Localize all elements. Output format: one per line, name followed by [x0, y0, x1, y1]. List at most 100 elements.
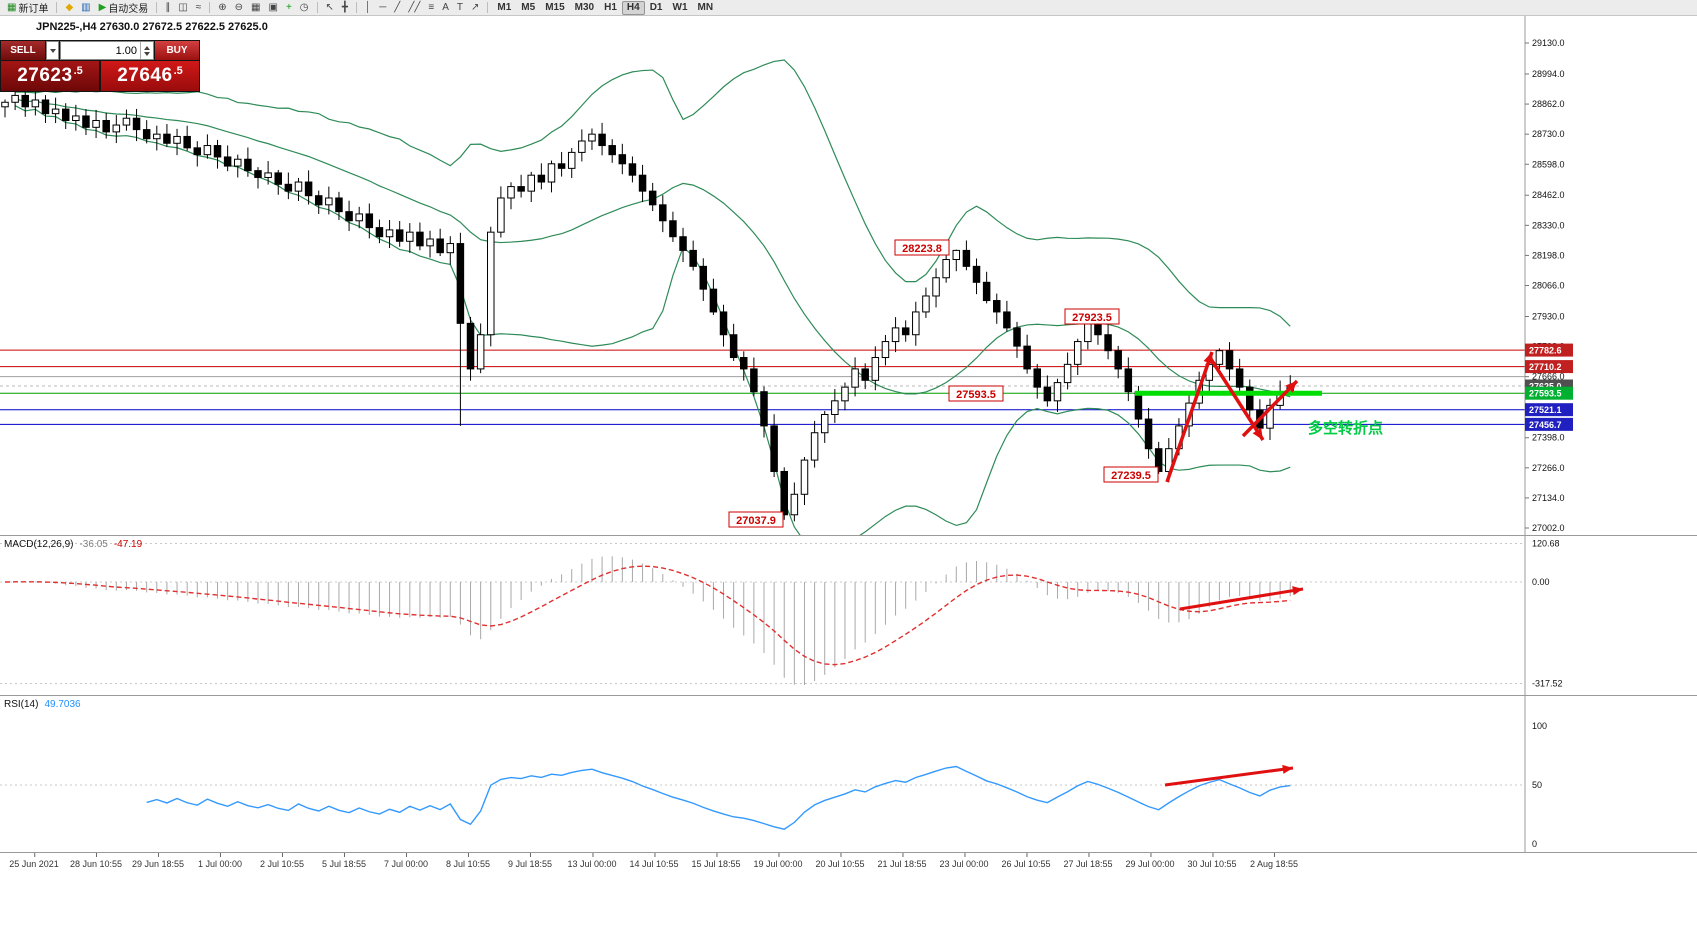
sell-price[interactable]: 27623.5: [1, 61, 99, 91]
arrows-button[interactable]: ↗: [467, 1, 483, 15]
candle-body: [223, 156, 232, 167]
trend-arrow[interactable]: [1165, 351, 1214, 483]
crosshair-icon: ╋: [341, 1, 348, 13]
tf-mn-button[interactable]: MN: [693, 1, 719, 15]
autotrading-button[interactable]: ▶ 自动交易: [95, 1, 153, 16]
price-axis-label: 28598.0: [1532, 159, 1565, 169]
candle-body: [507, 186, 515, 199]
time-axis[interactable]: 25 Jun 2021 28 Jun 10:55 29 Jun 18:55 1 Jul…: [0, 852, 1697, 870]
trend-arrow[interactable]: [1179, 587, 1304, 611]
charts-button[interactable]: ▥: [77, 1, 94, 15]
candle-body: [750, 368, 758, 393]
candle-body: [1134, 391, 1143, 420]
candle-body: [689, 249, 697, 267]
trend-arrow[interactable]: [1164, 766, 1294, 787]
rsi-panel-canvas[interactable]: 100 50 0: [0, 695, 1697, 852]
time-label: 26 Jul 10:55: [1001, 853, 1051, 869]
vertical-line-button[interactable]: │: [361, 1, 375, 15]
time-label: 29 Jun 18:55: [131, 853, 185, 869]
candle-body: [537, 174, 546, 183]
candle-body: [770, 425, 778, 472]
sell-button[interactable]: SELL: [1, 41, 45, 60]
tf-m30-button[interactable]: M30: [570, 1, 599, 15]
candle-body: [1144, 418, 1153, 450]
tf-m1-button[interactable]: M1: [492, 1, 516, 15]
main-chart-canvas[interactable]: 28223.8 27923.5 27593.5 27239.5 27037.9 多空转折点…: [0, 16, 1697, 535]
buy-price[interactable]: 27646.5: [101, 61, 199, 91]
candle-body: [1013, 327, 1021, 347]
annotation-text[interactable]: 多空转折点: [1308, 419, 1383, 437]
tf-m5-button[interactable]: M5: [516, 1, 540, 15]
macd-panel-canvas[interactable]: 120.68 0.00 -317.52: [0, 535, 1697, 695]
candle-body: [1053, 382, 1062, 402]
candle-body: [416, 231, 424, 247]
toolbar-separator: [56, 2, 58, 13]
volume-value[interactable]: 1.00: [115, 44, 137, 57]
tf-w1-button[interactable]: W1: [668, 1, 693, 15]
text-label-button[interactable]: T: [453, 1, 467, 15]
sell-dropdown-button[interactable]: [46, 41, 59, 60]
candlestick-chart-button[interactable]: ◫: [174, 1, 191, 15]
volume-spin-buttons[interactable]: [140, 42, 153, 59]
candle-body: [861, 368, 869, 381]
candle-body: [659, 204, 667, 222]
time-label: 13 Jul 00:00: [567, 853, 617, 869]
fibonacci-button[interactable]: ≡: [424, 1, 438, 15]
price-callouts[interactable]: 28223.8 27923.5 27593.5 27239.5 27037.9: [728, 239, 1159, 528]
time-label: 23 Jul 00:00: [939, 853, 989, 869]
callout-box[interactable]: [948, 385, 1004, 402]
chevron-down-icon: [49, 48, 56, 53]
tf-d1-button[interactable]: D1: [645, 1, 668, 15]
candle-body: [355, 213, 363, 222]
new-order-button[interactable]: ▦ 新订单: [3, 1, 52, 16]
cursor-button[interactable]: ↖: [322, 1, 338, 15]
tf-h4-button[interactable]: H4: [621, 0, 645, 15]
callout-box[interactable]: [894, 239, 950, 256]
volume-stepper[interactable]: 1.00: [60, 41, 154, 60]
trend-arrow[interactable]: [1241, 379, 1299, 438]
price-axis[interactable]: 29130.0 28994.0 28862.0 28730.0 28598.0 28462…: [1524, 16, 1573, 535]
tf-mn-button-label: MN: [697, 2, 714, 13]
time-label: 2 Aug 18:55: [1249, 853, 1299, 869]
candle-body: [740, 357, 748, 370]
tf-m1-button-label: M1: [497, 2, 512, 13]
tf-m15-button[interactable]: M15: [540, 1, 569, 15]
bar-chart-button[interactable]: ∥: [161, 1, 174, 15]
candle-body: [547, 163, 556, 183]
candle-body: [810, 432, 819, 461]
zoom-in-button[interactable]: ⊕: [214, 1, 230, 15]
indicators-button[interactable]: +: [282, 1, 296, 15]
tf-h1-button[interactable]: H1: [599, 1, 622, 15]
toolbar-separator: [487, 2, 489, 13]
candle-body: [244, 158, 252, 172]
macd-axis-label: -317.52: [1532, 678, 1563, 688]
crosshair-button[interactable]: ╋: [338, 1, 352, 15]
profile-icon: ◆: [65, 1, 74, 13]
candle-body: [304, 181, 313, 197]
text-button[interactable]: A: [438, 1, 453, 15]
candle-body: [294, 181, 303, 192]
profile-button[interactable]: ◆: [61, 1, 77, 15]
callout-box[interactable]: [728, 511, 784, 528]
macd-signal-value: -47.19: [113, 539, 143, 550]
candle-body: [790, 493, 799, 516]
tf-m15-button-label: M15: [545, 2, 565, 13]
trendline-button[interactable]: ╱: [390, 1, 404, 15]
zoom-out-button[interactable]: ⊖: [231, 1, 247, 15]
candle-body: [1154, 448, 1163, 472]
tf-m5-button-label: M5: [521, 2, 536, 13]
line-chart-button[interactable]: ≈: [192, 1, 206, 15]
horizontal-line-button[interactable]: ─: [375, 1, 390, 15]
equidistant-channel-button[interactable]: ╱╱: [404, 1, 424, 15]
periods-button[interactable]: ◷: [296, 1, 313, 15]
tile-windows-button[interactable]: ▦: [247, 1, 264, 15]
candle-body: [497, 197, 505, 233]
callout-box[interactable]: [1103, 466, 1159, 483]
price-axis-label: 27134.0: [1532, 493, 1565, 503]
auto-arrange-button[interactable]: ▣: [265, 1, 282, 15]
candle-body: [1246, 386, 1254, 411]
candle-body: [567, 151, 576, 169]
price-tag-value: 27782.6: [1529, 346, 1562, 356]
callout-box[interactable]: [1064, 308, 1120, 325]
buy-button[interactable]: BUY: [155, 41, 199, 60]
